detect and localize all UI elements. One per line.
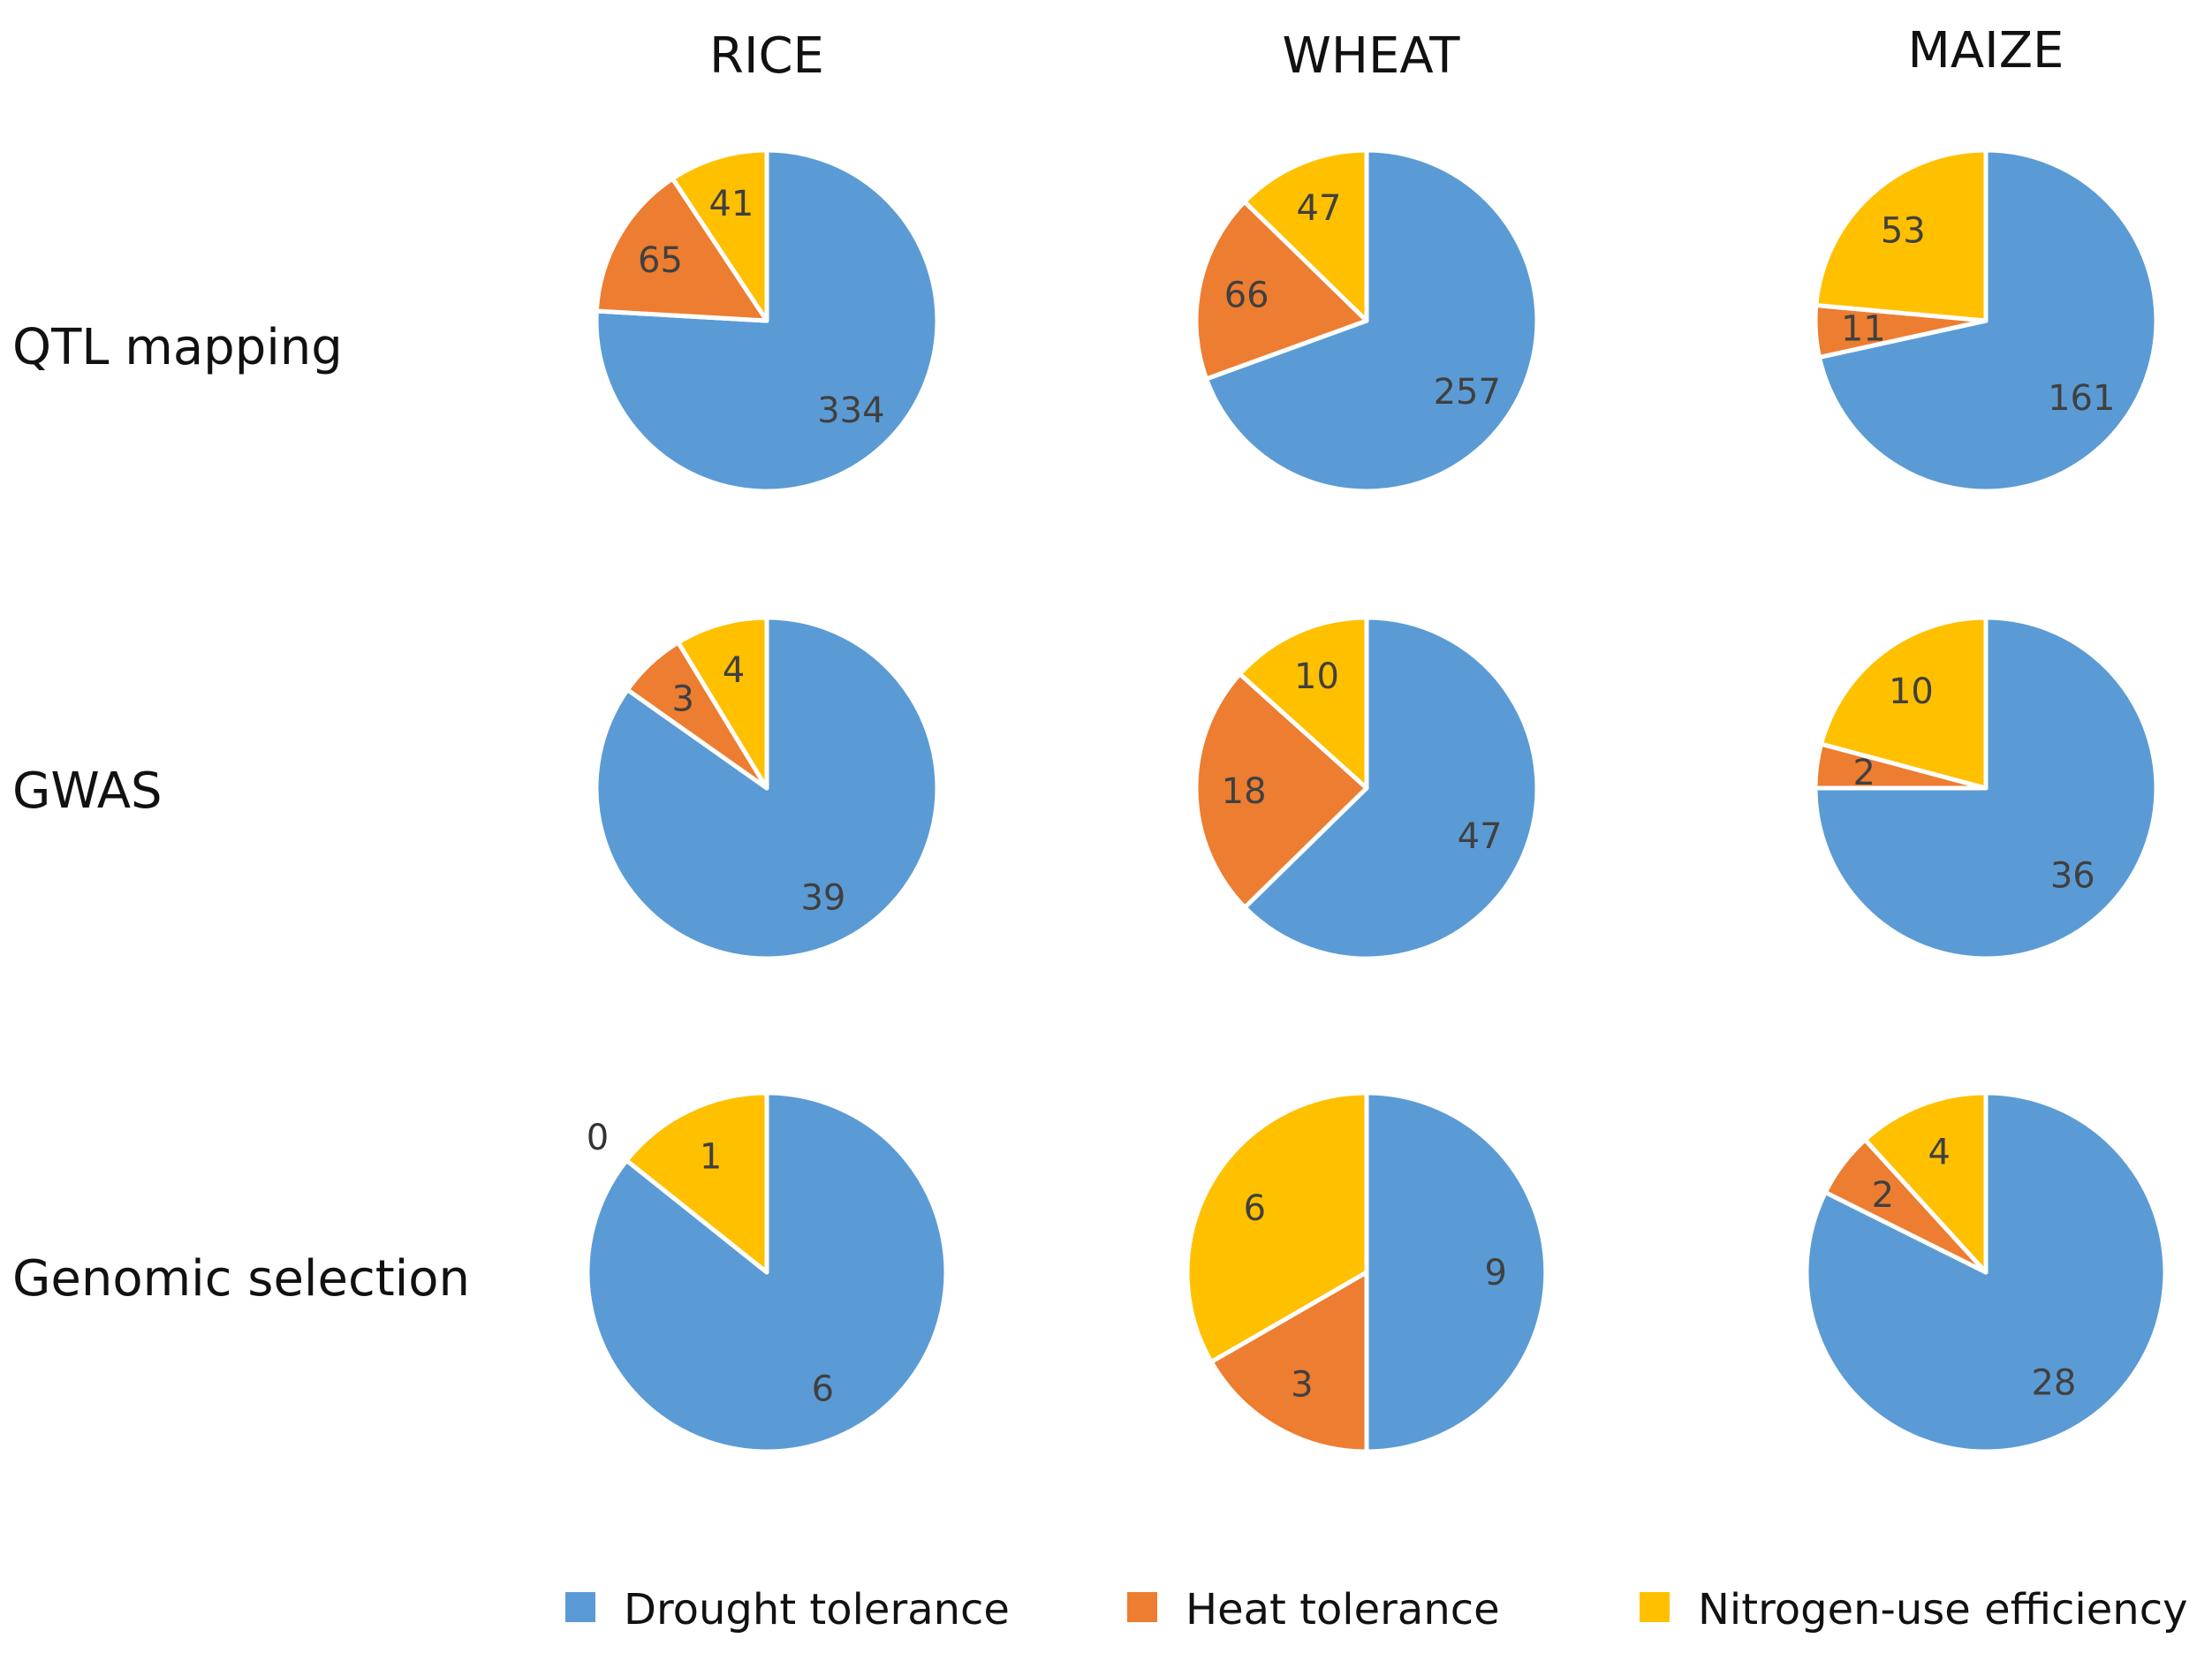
pie-genomic-selection-maize: 28 24	[1804, 1090, 2168, 1454]
legend-item-heat: Heat tolerance	[1127, 1585, 1500, 1634]
pie-qtl-mapping-wheat: 257 66 47	[1193, 148, 1540, 494]
pie-genomic-selection-rice: 6 0 1	[585, 1090, 949, 1454]
slice-nitrogen	[1242, 148, 1369, 323]
column-title-wheat: WHEAT	[1282, 27, 1460, 85]
data-label-nitrogen: 6	[1244, 1188, 1266, 1229]
data-label-heat: 3	[1291, 1365, 1313, 1406]
data-label-drought: 36	[2050, 855, 2095, 896]
row-title-genomic-selection: Genomic selection	[12, 1250, 470, 1308]
slice-nitrogen	[670, 148, 769, 323]
slice-drought	[1813, 615, 2159, 961]
slice-heat	[594, 176, 769, 323]
data-label-nitrogen: 10	[1294, 656, 1339, 697]
slice-heat	[1208, 1270, 1369, 1454]
data-label-nitrogen: 10	[1889, 671, 1934, 712]
slice-nitrogen	[676, 615, 769, 791]
data-label-heat: 65	[638, 240, 683, 281]
data-label-nitrogen: 4	[723, 650, 745, 691]
data-label-heat: 11	[1841, 309, 1886, 350]
data-label-drought: 6	[812, 1369, 834, 1410]
data-label-heat: 18	[1222, 771, 1267, 812]
data-label-drought: 39	[800, 877, 845, 918]
legend-swatch-drought	[565, 1592, 595, 1622]
slice-nitrogen	[1862, 1090, 1989, 1275]
slice-drought	[1204, 148, 1540, 494]
data-label-drought: 28	[2031, 1362, 2076, 1403]
legend-swatch-heat	[1127, 1592, 1157, 1622]
slice-drought	[594, 148, 940, 494]
legend-label-nitrogen: Nitrogen-use efficiency	[1698, 1585, 2187, 1634]
pie-qtl-mapping-rice: 334 65 41	[594, 148, 940, 494]
data-label-heat: 2	[1872, 1175, 1894, 1216]
column-title-maize: MAIZE	[1908, 22, 2064, 80]
legend-label-heat: Heat tolerance	[1186, 1585, 1500, 1634]
data-label-nitrogen: 1	[700, 1136, 722, 1177]
data-label-drought: 161	[2048, 378, 2115, 419]
data-label-nitrogen: 41	[708, 184, 754, 224]
pie-qtl-mapping-maize: 161 11 53	[1813, 148, 2159, 494]
row-titles: QTL mapping GWAS Genomic selection	[12, 319, 470, 1308]
data-label-heat: 66	[1224, 276, 1269, 316]
data-label-heat: 3	[671, 679, 693, 719]
pie-gwas-rice: 39 34	[594, 615, 940, 961]
column-title-rice: RICE	[709, 27, 824, 85]
pie-gwas-wheat: 47 18 10	[1193, 615, 1540, 961]
legend: Drought tolerance Heat tolerance Nitroge…	[565, 1585, 2187, 1634]
slice-nitrogen	[1814, 148, 1989, 323]
slice-nitrogen	[1819, 615, 1989, 791]
slice-drought	[594, 615, 940, 961]
slice-nitrogen	[1238, 615, 1369, 791]
slice-nitrogen	[1185, 1090, 1369, 1364]
data-label-drought: 47	[1458, 816, 1503, 857]
data-label-nitrogen: 53	[1881, 210, 1926, 251]
legend-item-nitrogen: Nitrogen-use efficiency	[1640, 1585, 2187, 1634]
slice-heat	[1193, 671, 1369, 910]
data-label-drought: 257	[1434, 372, 1501, 413]
legend-swatch-nitrogen	[1640, 1592, 1670, 1622]
row-title-gwas: GWAS	[12, 762, 163, 820]
pie-genomic-selection-wheat: 9 3 6	[1185, 1090, 1549, 1454]
legend-item-drought: Drought tolerance	[565, 1585, 1010, 1634]
data-label-drought: 9	[1484, 1253, 1506, 1293]
slice-drought	[1364, 1090, 1549, 1454]
column-titles: RICE WHEAT MAIZE	[709, 22, 2064, 85]
data-label-nitrogen: 47	[1297, 188, 1342, 229]
slice-nitrogen	[624, 1090, 769, 1275]
slice-heat	[1193, 199, 1369, 382]
slice-drought	[1242, 615, 1540, 961]
data-label-nitrogen: 4	[1928, 1133, 1950, 1173]
legend-label-drought: Drought tolerance	[624, 1585, 1010, 1634]
data-label-drought: 334	[817, 391, 884, 431]
row-title-qtl-mapping: QTL mapping	[12, 319, 343, 376]
data-label-heat: 0	[587, 1118, 609, 1158]
